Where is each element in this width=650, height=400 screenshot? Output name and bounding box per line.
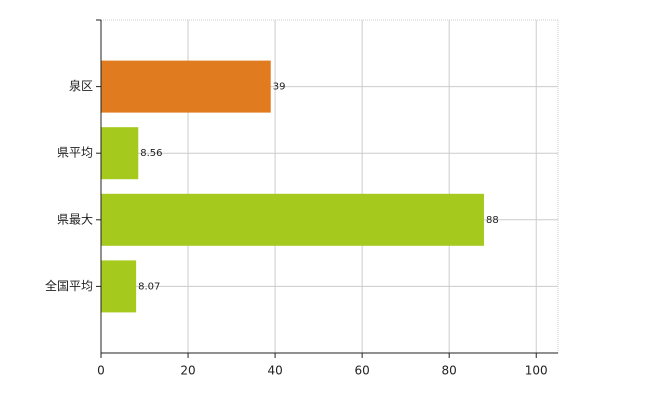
bar bbox=[101, 127, 139, 180]
value-label: 8.07 bbox=[138, 281, 160, 292]
x-tick-label: 80 bbox=[442, 364, 457, 378]
bar bbox=[101, 260, 137, 313]
x-tick-label: 100 bbox=[525, 364, 548, 378]
y-tick-label: 全国平均 bbox=[45, 278, 93, 293]
x-tick-label: 20 bbox=[180, 364, 195, 378]
y-tick-label: 県最大 bbox=[57, 212, 93, 226]
value-label: 8.56 bbox=[140, 148, 162, 159]
bar bbox=[101, 193, 485, 246]
y-tick-label: 県平均 bbox=[57, 146, 93, 160]
y-tick-label: 泉区 bbox=[69, 79, 93, 93]
x-tick-label: 40 bbox=[267, 364, 282, 378]
value-label: 88 bbox=[486, 215, 499, 226]
bar bbox=[101, 60, 271, 113]
x-tick-label: 0 bbox=[97, 364, 105, 378]
value-label: 39 bbox=[273, 82, 286, 93]
x-tick-label: 60 bbox=[355, 364, 370, 378]
